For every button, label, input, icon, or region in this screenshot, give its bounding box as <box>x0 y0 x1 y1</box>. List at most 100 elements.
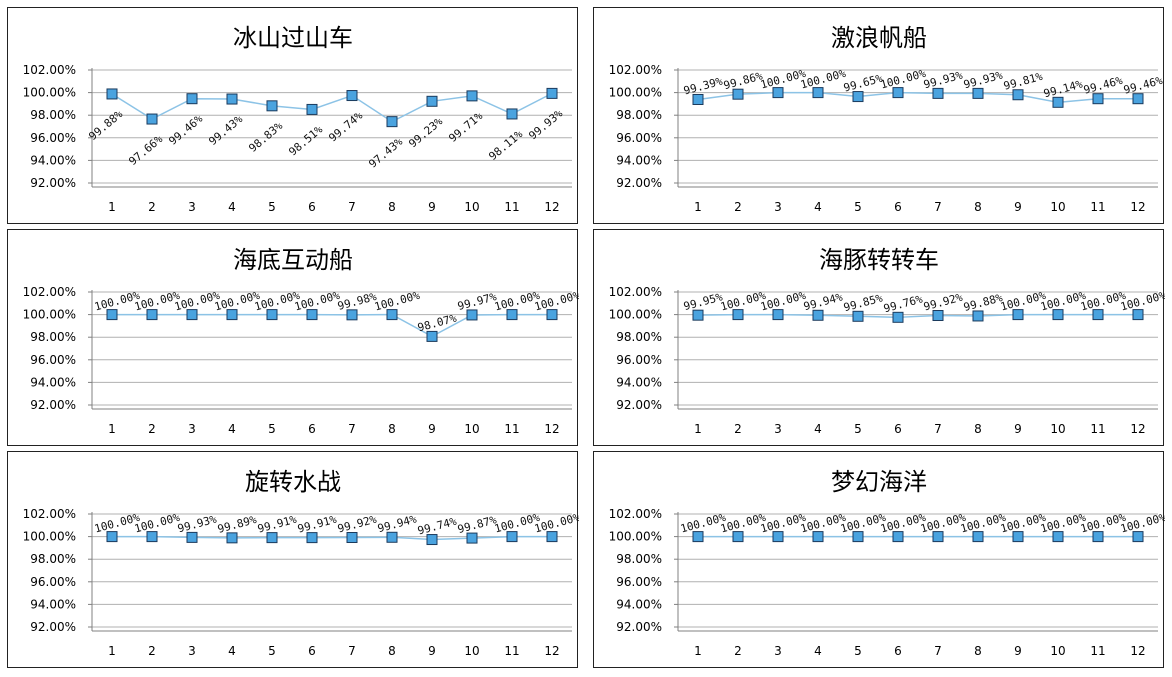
x-tick-label: 7 <box>934 200 942 214</box>
series-line <box>697 91 1138 104</box>
x-tick-label: 6 <box>894 644 902 658</box>
y-tick-label: 96.00% <box>30 131 76 145</box>
x-tick-label: 1 <box>694 644 702 658</box>
x-tick-label: 4 <box>814 200 822 214</box>
y-tick-label: 92.00% <box>30 620 76 634</box>
y-tick-label: 92.00% <box>30 176 76 190</box>
x-tick-label: 1 <box>108 422 116 436</box>
data-point <box>146 309 158 321</box>
x-tick-label: 12 <box>1130 422 1145 436</box>
data-point <box>1092 93 1104 105</box>
x-tick-label: 1 <box>108 644 116 658</box>
x-tick-label: 9 <box>1014 422 1022 436</box>
data-point <box>106 88 118 100</box>
data-label: 99.46% <box>166 112 205 148</box>
y-tick-label: 92.00% <box>616 176 662 190</box>
y-tick-label: 94.00% <box>616 153 662 167</box>
x-tick-label: 5 <box>854 200 862 214</box>
data-point <box>426 95 438 107</box>
data-point <box>466 309 478 321</box>
x-tick-label: 8 <box>388 200 396 214</box>
x-tick-label: 3 <box>188 644 196 658</box>
data-point <box>186 531 198 543</box>
data-point <box>732 88 744 100</box>
data-label: 99.71% <box>446 109 485 145</box>
y-tick-label: 96.00% <box>616 353 662 367</box>
x-tick-label: 4 <box>814 644 822 658</box>
y-tick-label: 100.00% <box>23 86 76 100</box>
x-tick-label: 3 <box>774 422 782 436</box>
x-tick-label: 2 <box>734 644 742 658</box>
data-point <box>346 90 358 102</box>
y-tick-label: 92.00% <box>616 398 662 412</box>
data-point <box>692 93 704 105</box>
data-point <box>1012 89 1024 101</box>
data-point <box>106 531 118 543</box>
chart-title: 梦幻海洋 <box>831 468 927 496</box>
x-tick-label: 10 <box>464 422 479 436</box>
x-tick-label: 3 <box>774 644 782 658</box>
x-tick-label: 8 <box>974 422 982 436</box>
chart-panel-4: 海豚转转车 102.00% 100.00% 98.00% 96.00% 94.00% 92.… <box>593 229 1165 446</box>
data-point <box>506 108 518 120</box>
y-tick-label: 100.00% <box>23 308 76 322</box>
data-point <box>466 90 478 102</box>
x-tick-label: 6 <box>308 422 316 436</box>
data-point <box>426 330 438 342</box>
x-tick-label: 12 <box>544 200 559 214</box>
y-tick-label: 98.00% <box>616 330 662 344</box>
data-label: 99.43% <box>206 112 245 148</box>
x-tick-label: 3 <box>188 422 196 436</box>
x-tick-label: 4 <box>228 422 236 436</box>
chart-title: 海底互动船 <box>233 246 353 274</box>
data-point <box>772 309 784 321</box>
x-tick-label: 8 <box>974 644 982 658</box>
data-point <box>1052 309 1064 321</box>
chart-panel-1: 冰山过山车 102.00% 100.00% 98.00% 96.00% 94.00% 92.… <box>7 7 578 224</box>
y-tick-label: 94.00% <box>30 375 76 389</box>
x-tick-label: 10 <box>464 200 479 214</box>
x-tick-label: 11 <box>1090 644 1105 658</box>
x-tick-label: 5 <box>854 422 862 436</box>
x-tick-label: 9 <box>1014 644 1022 658</box>
chart-svg: 海底互动船 102.00% 100.00% 98.00% 96.00% 94.00% 92.… <box>23 246 579 436</box>
x-tick-label: 8 <box>388 422 396 436</box>
data-point <box>1052 96 1064 108</box>
x-tick-label: 9 <box>1014 200 1022 214</box>
data-point <box>692 531 704 543</box>
data-point <box>306 103 318 115</box>
x-tick-label: 4 <box>814 422 822 436</box>
data-label: 99.74% <box>326 109 365 145</box>
series-line <box>112 313 552 338</box>
data-point <box>226 532 238 544</box>
x-tick-label: 9 <box>428 422 436 436</box>
data-point <box>546 309 558 321</box>
data-point <box>892 531 904 543</box>
x-tick-label: 11 <box>1090 200 1105 214</box>
x-tick-label: 9 <box>428 644 436 658</box>
y-tick-label: 96.00% <box>616 575 662 589</box>
data-point <box>146 113 158 125</box>
data-point <box>426 534 438 546</box>
x-tick-label: 5 <box>268 644 276 658</box>
chart-title: 激浪帆船 <box>831 24 927 52</box>
x-tick-label: 3 <box>188 200 196 214</box>
x-tick-label: 11 <box>504 422 519 436</box>
x-tick-label: 2 <box>148 200 156 214</box>
chart-panel-3: 海底互动船 102.00% 100.00% 98.00% 96.00% 94.00% 92.… <box>7 229 579 446</box>
data-point <box>692 309 704 321</box>
x-tick-label: 12 <box>1130 200 1145 214</box>
data-point <box>972 87 984 99</box>
data-point <box>346 309 358 321</box>
y-tick-label: 102.00% <box>23 285 76 299</box>
chart-svg: 冰山过山车 102.00% 100.00% 98.00% 96.00% 94.00% 92.… <box>23 24 572 214</box>
data-point <box>306 532 318 544</box>
data-label: 98.83% <box>246 119 285 155</box>
data-point <box>892 311 904 323</box>
x-tick-label: 11 <box>504 644 519 658</box>
x-tick-label: 7 <box>348 422 356 436</box>
chart-svg: 旋转水战 102.00% 100.00% 98.00% 96.00% 94.00% 92.0… <box>23 468 579 658</box>
data-point <box>306 309 318 321</box>
chart-title: 旋转水战 <box>245 468 341 496</box>
data-point <box>546 531 558 543</box>
